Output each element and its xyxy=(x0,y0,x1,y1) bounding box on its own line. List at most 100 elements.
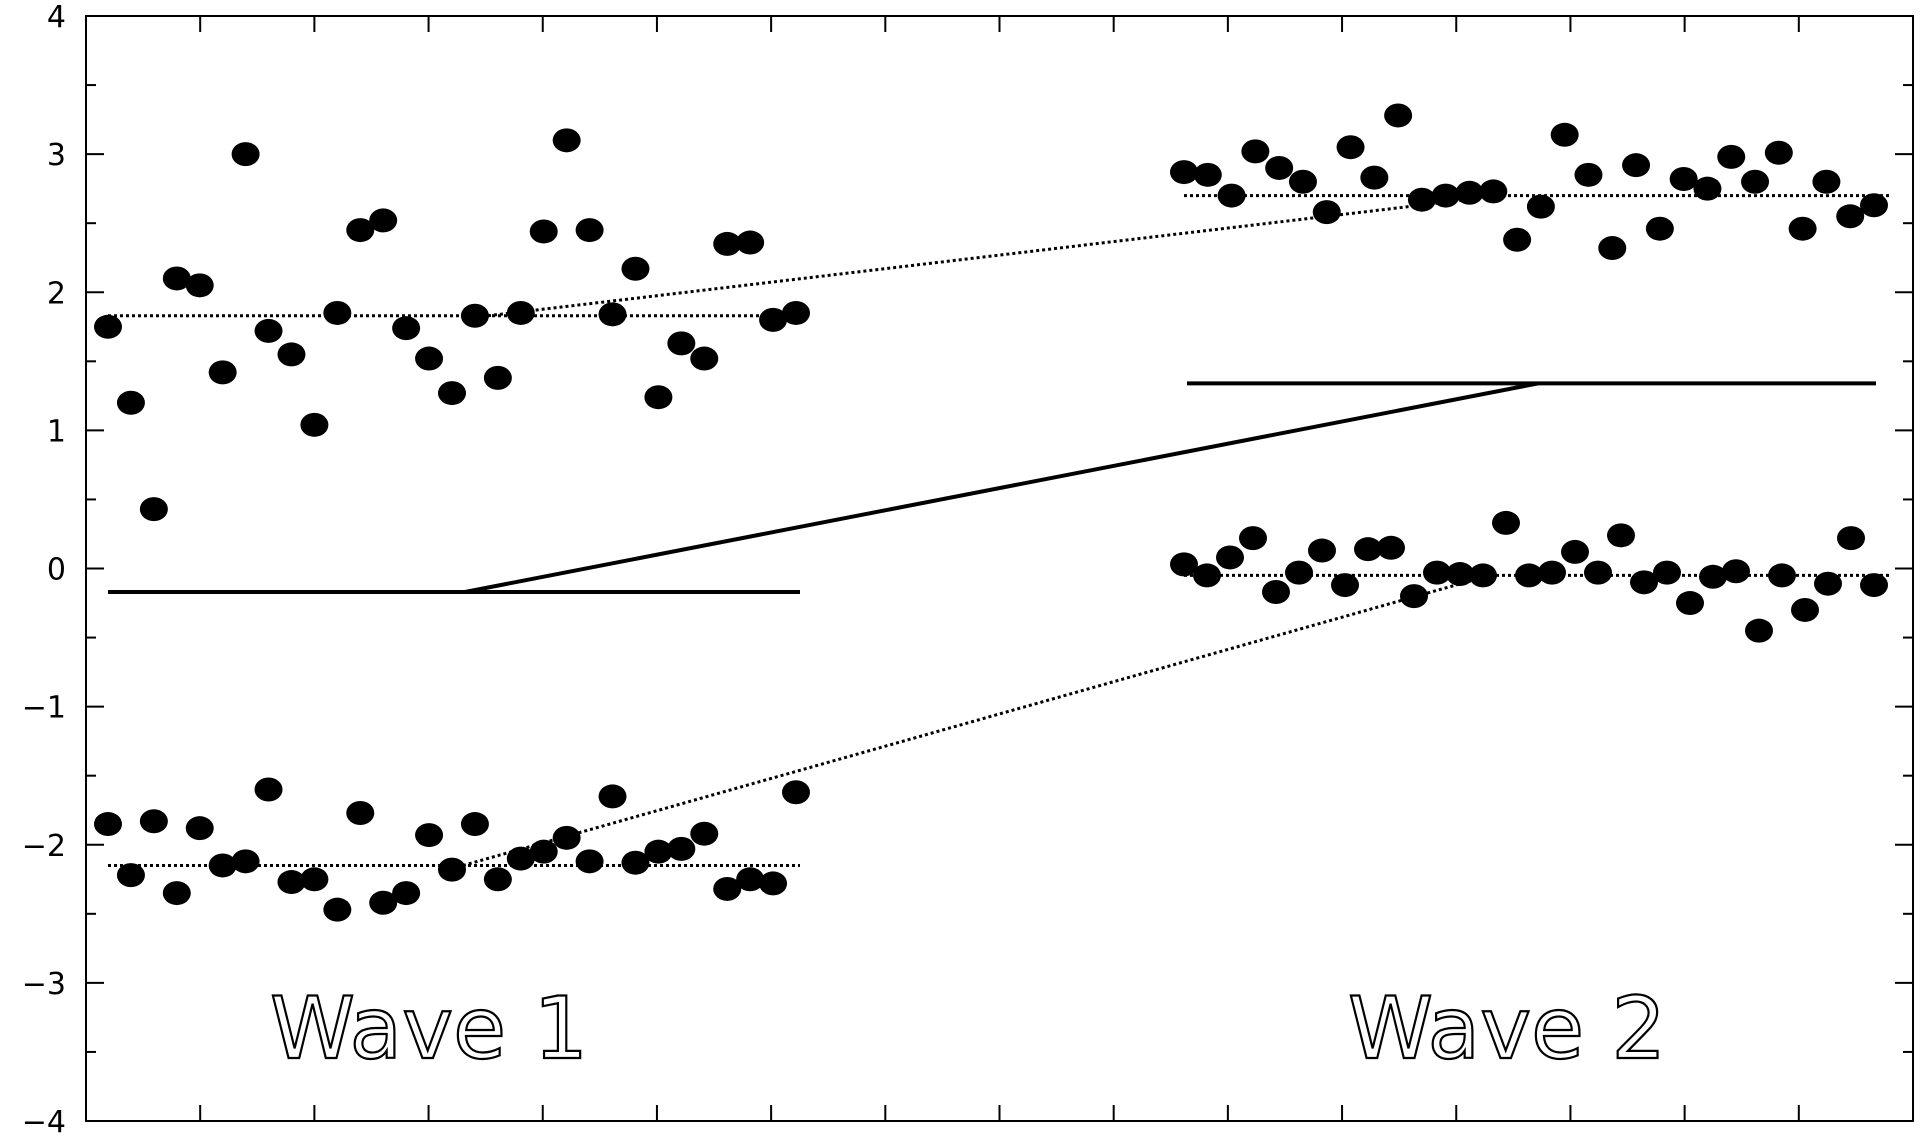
data-point xyxy=(208,853,237,878)
data-point xyxy=(690,346,719,371)
data-point xyxy=(139,497,168,522)
data-point xyxy=(1469,563,1497,588)
y-tick-label: 1 xyxy=(47,414,66,449)
data-point xyxy=(1791,597,1819,622)
data-point xyxy=(116,863,145,888)
data-point xyxy=(1384,103,1413,128)
data-point xyxy=(231,142,260,167)
data-point xyxy=(94,812,122,837)
y-tick-label: −3 xyxy=(22,967,66,1002)
y-tick-label: −4 xyxy=(22,1105,66,1140)
data-point xyxy=(1669,166,1698,191)
data-point xyxy=(1745,618,1773,643)
data-point xyxy=(1676,591,1704,616)
data-point xyxy=(1423,560,1451,585)
data-point xyxy=(1446,562,1474,587)
lower-connector-line xyxy=(462,573,1491,867)
data-point xyxy=(1768,563,1796,588)
data-point xyxy=(1285,560,1313,585)
data-point xyxy=(667,331,696,356)
data-point xyxy=(1239,526,1267,551)
data-point xyxy=(506,846,535,871)
data-point xyxy=(644,385,673,410)
data-point xyxy=(1193,563,1221,588)
data-point xyxy=(369,208,398,233)
data-point xyxy=(1479,179,1508,204)
data-point xyxy=(483,365,512,390)
y-tick-labels: 4 3 2 1 0 −1 −2 −3 −4 xyxy=(22,0,66,1140)
data-point xyxy=(1607,523,1635,548)
data-point xyxy=(529,219,558,244)
data-point xyxy=(552,825,581,850)
data-point xyxy=(1699,564,1727,589)
data-point xyxy=(1717,144,1746,169)
y-tick-label: 0 xyxy=(47,553,66,588)
data-point xyxy=(323,300,352,325)
y-tick-label: −1 xyxy=(22,691,66,726)
data-point xyxy=(438,381,466,406)
y-tick-label: 2 xyxy=(47,276,66,311)
data-point xyxy=(438,857,466,882)
data-point xyxy=(759,307,788,332)
data-point xyxy=(1360,165,1389,190)
data-point xyxy=(116,390,145,415)
data-point xyxy=(1288,169,1317,194)
data-point xyxy=(1860,573,1888,598)
data-point xyxy=(346,800,375,825)
data-point xyxy=(1336,135,1365,160)
data-point xyxy=(254,777,283,802)
data-point xyxy=(1584,560,1612,585)
data-point xyxy=(782,300,810,325)
data-point xyxy=(598,784,627,809)
data-point xyxy=(782,780,810,805)
data-point xyxy=(506,300,535,325)
data-point xyxy=(300,867,329,892)
data-point xyxy=(277,342,306,367)
data-point xyxy=(1812,169,1841,194)
data-point xyxy=(575,849,604,874)
data-point xyxy=(1598,236,1627,261)
data-point xyxy=(185,273,214,298)
data-point xyxy=(1354,537,1382,562)
data-point xyxy=(1526,194,1555,219)
data-point xyxy=(1377,535,1405,560)
data-point xyxy=(736,230,765,255)
data-point xyxy=(162,266,191,291)
data-point xyxy=(1431,183,1460,208)
data-point xyxy=(1722,559,1750,584)
data-point xyxy=(1312,200,1341,225)
data-point xyxy=(231,849,260,874)
data-point xyxy=(529,839,558,864)
data-point xyxy=(552,128,581,153)
data-point xyxy=(415,346,444,371)
data-point xyxy=(1407,187,1436,212)
y-tick-label: −2 xyxy=(22,829,66,864)
data-point xyxy=(1574,162,1603,187)
data-point xyxy=(1550,122,1579,147)
data-point xyxy=(1170,552,1198,577)
data-point xyxy=(1400,584,1428,609)
data-point xyxy=(736,867,765,892)
data-point xyxy=(1645,216,1674,241)
data-point xyxy=(1764,140,1793,165)
data-point xyxy=(323,897,352,922)
data-point xyxy=(1241,139,1270,164)
data-point xyxy=(1788,216,1817,241)
data-point xyxy=(300,412,329,437)
data-point xyxy=(139,809,168,834)
data-point xyxy=(1262,579,1290,604)
y-tick-label: 4 xyxy=(47,0,66,35)
data-point xyxy=(1455,180,1484,205)
middle-connector-line xyxy=(464,381,1539,594)
data-point xyxy=(1653,560,1681,585)
data-point xyxy=(392,316,421,341)
data-point xyxy=(1216,545,1244,570)
data-point xyxy=(415,823,444,848)
data-point xyxy=(1836,204,1865,229)
data-point xyxy=(483,867,512,892)
data-point xyxy=(1630,570,1658,595)
data-point xyxy=(1741,169,1770,194)
data-point xyxy=(621,850,650,875)
data-point xyxy=(1814,571,1842,596)
